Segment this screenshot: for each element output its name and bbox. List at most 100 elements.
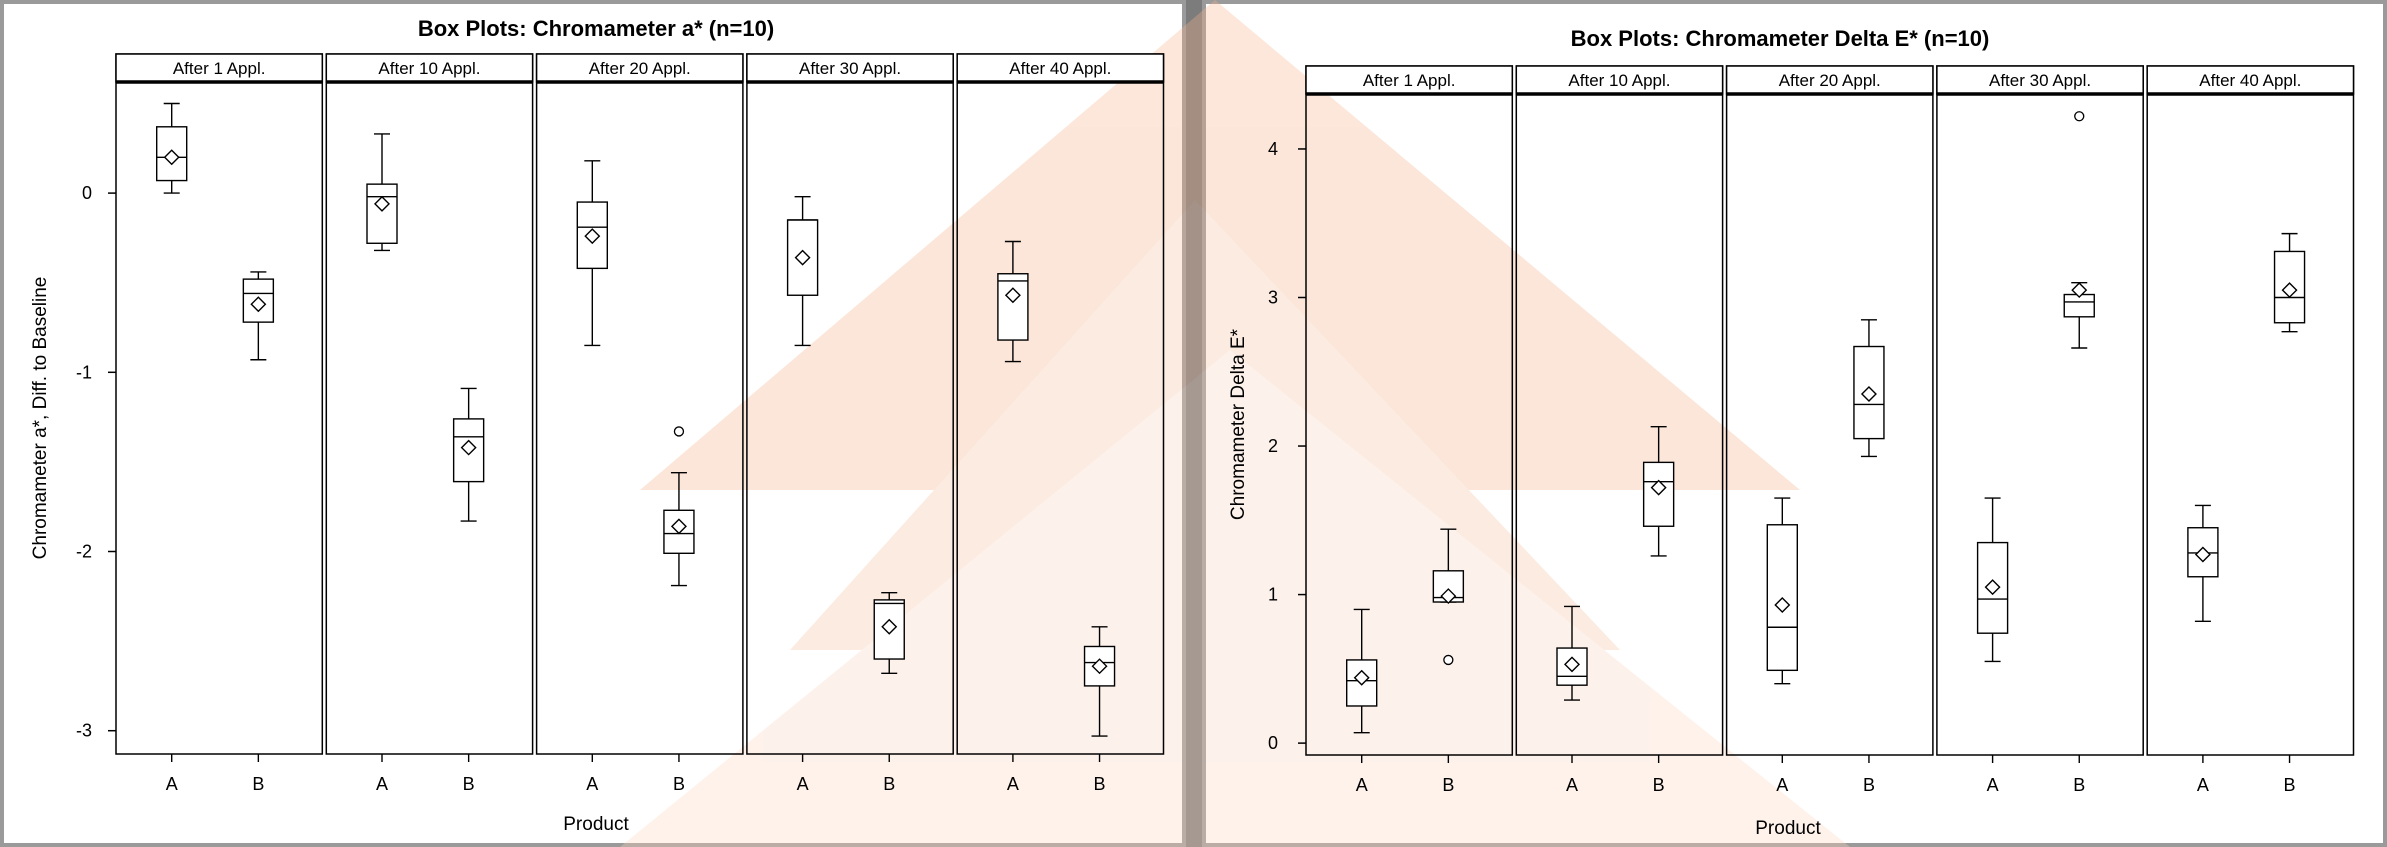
facet-panel: After 40 Appl. A B	[956, 53, 1165, 794]
x-axis-label-delta-e: Product	[1755, 818, 1821, 839]
box-B: B	[873, 592, 905, 794]
facet-frame	[115, 53, 324, 755]
facet-panel: After 1 Appl. A B	[115, 53, 324, 794]
outlier-point	[673, 426, 685, 437]
facet-frame	[2146, 65, 2355, 756]
facet-strip-label: After 20 Appl.	[1779, 71, 1881, 90]
box-A: A	[2187, 504, 2219, 795]
facet-strip	[746, 53, 954, 83]
facet-strip-label: After 10 Appl.	[1568, 71, 1670, 90]
facet-strip	[115, 53, 324, 83]
x-tick-label: B	[1442, 775, 1454, 795]
mean-marker	[1774, 596, 1791, 613]
mean-marker	[1353, 669, 1370, 686]
chart-divider	[1186, 0, 1202, 847]
box-B: B	[1432, 528, 1465, 795]
y-tick-label: -2	[76, 542, 92, 562]
right-chart-frame	[1202, 0, 2387, 847]
box-B: B	[2273, 232, 2306, 795]
mean-marker	[163, 149, 180, 166]
y-tick-label: 0	[1268, 733, 1278, 753]
x-tick-label: B	[252, 774, 264, 794]
x-tick-label: A	[166, 774, 178, 794]
x-tick-label: B	[883, 774, 895, 794]
mean-marker	[2281, 282, 2298, 299]
box-A: A	[786, 195, 819, 794]
facet-strip	[535, 53, 744, 83]
mean-marker	[2071, 282, 2088, 299]
mean-marker	[1564, 656, 1580, 673]
mean-marker	[670, 518, 687, 535]
x-tick-label: A	[376, 774, 388, 794]
y-axis-label-a: Chromameter a*, Diff. to Baseline	[30, 277, 51, 560]
facet-strip	[1515, 65, 1724, 95]
box-B: B	[242, 271, 275, 794]
facet-strip-label: After 40 Appl.	[2199, 71, 2301, 90]
box-A: A	[366, 133, 398, 794]
facet-strip	[1305, 65, 1514, 95]
facet-frame	[535, 53, 744, 755]
facet-frame	[325, 53, 534, 755]
facet-panel: After 10 Appl. A B	[325, 53, 534, 794]
mean-marker	[1650, 479, 1667, 496]
x-tick-label: B	[673, 774, 685, 794]
box-B: B	[2063, 111, 2095, 795]
y-tick-label: 1	[1268, 585, 1278, 605]
facet-panel: After 40 Appl. A B	[2146, 65, 2355, 795]
mean-marker	[1091, 658, 1108, 675]
x-tick-label: B	[1863, 775, 1875, 795]
mean-marker	[794, 249, 811, 266]
x-tick-label: B	[463, 774, 475, 794]
box-B: B	[452, 387, 485, 794]
box-A: A	[997, 240, 1029, 794]
facet-strip-label: After 30 Appl.	[1989, 71, 2091, 90]
box-A: A	[1976, 497, 2009, 795]
mean-marker	[2194, 546, 2211, 563]
iqr-box	[1556, 647, 1588, 686]
x-tick-label: A	[1776, 775, 1788, 795]
facet-strip-label: After 20 Appl.	[589, 59, 691, 78]
x-tick-label: A	[2197, 775, 2209, 795]
facet-strip	[325, 53, 534, 83]
box-B: B	[1083, 626, 1116, 794]
x-tick-label: A	[797, 774, 809, 794]
outlier-point	[2074, 111, 2085, 122]
y-axis-label-delta-e: Chromameter Delta E*	[1228, 328, 1249, 520]
mean-marker	[250, 296, 267, 313]
box-A: A	[1346, 608, 1378, 795]
box-B: B	[1853, 319, 1885, 795]
y-tick-label: 0	[82, 183, 92, 203]
facet-strip	[1936, 65, 2144, 95]
facet-strip-label: After 30 Appl.	[799, 59, 901, 78]
outlier-point	[1443, 654, 1454, 666]
facet-panel: After 10 Appl. A B	[1515, 65, 1724, 795]
x-tick-label: A	[1566, 775, 1578, 795]
facet-panel: After 20 Appl. A B	[1725, 65, 1934, 795]
mean-marker	[1984, 579, 2001, 596]
iqr-box	[366, 183, 398, 244]
x-tick-label: A	[586, 774, 598, 794]
mean-marker	[881, 618, 898, 635]
y-tick-label: 3	[1268, 287, 1278, 307]
mean-marker	[1004, 287, 1021, 304]
x-tick-label: A	[1356, 775, 1368, 795]
y-tick-label: -3	[76, 721, 92, 741]
facet-strip-label: After 10 Appl.	[378, 59, 480, 78]
chart-title-delta-e: Box Plots: Chromameter Delta E* (n=10)	[1571, 26, 1990, 51]
facet-panel: After 30 Appl. A B	[1936, 65, 2144, 795]
x-tick-label: B	[1653, 775, 1665, 795]
watermark-logo	[620, 0, 1850, 847]
mean-marker	[584, 228, 601, 245]
mean-marker	[1440, 588, 1457, 605]
x-tick-label: B	[2073, 775, 2085, 795]
box-B: B	[1642, 426, 1675, 795]
y-tick-label: -1	[76, 362, 92, 382]
facet-strip-label: After 40 Appl.	[1009, 59, 1111, 78]
left-chart-frame	[0, 0, 1186, 847]
iqr-box	[997, 273, 1029, 341]
facet-frame	[1936, 65, 2144, 756]
facet-strip	[956, 53, 1165, 83]
facet-strip-label: After 1 Appl.	[173, 59, 266, 78]
